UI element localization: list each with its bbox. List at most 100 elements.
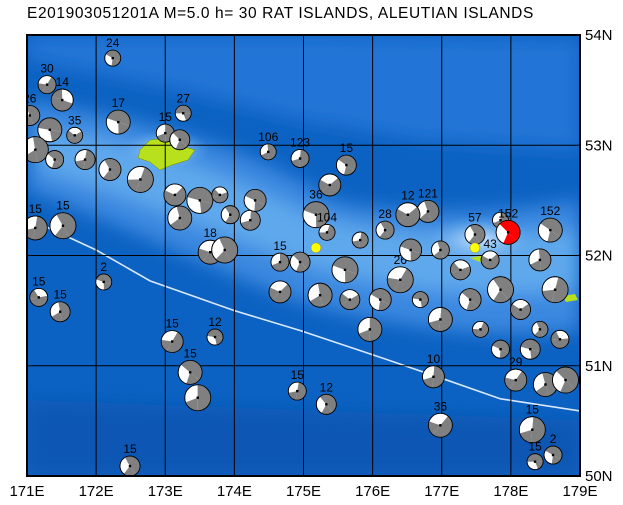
- beachball[interactable]: [125, 163, 157, 196]
- beachball-center: [499, 219, 502, 222]
- beachball[interactable]: 15: [287, 368, 307, 401]
- beachball[interactable]: [210, 185, 230, 205]
- beachball[interactable]: [184, 184, 216, 215]
- beachball-center: [499, 288, 502, 291]
- beachball[interactable]: 43: [478, 237, 503, 273]
- beachball[interactable]: [42, 147, 67, 172]
- beachball[interactable]: [429, 238, 451, 261]
- beachball[interactable]: 15: [270, 239, 290, 272]
- beachball[interactable]: [184, 384, 212, 412]
- beachball[interactable]: 2: [94, 260, 114, 292]
- main-event-beachball[interactable]: 152: [492, 206, 525, 248]
- beachball-center: [544, 383, 547, 386]
- beachball[interactable]: [448, 258, 473, 283]
- depth-label: 28: [378, 207, 392, 221]
- beachball[interactable]: [530, 319, 551, 340]
- beachball[interactable]: [307, 281, 334, 309]
- beachball[interactable]: 15: [174, 346, 207, 388]
- beachball[interactable]: 28: [373, 207, 397, 242]
- beachball[interactable]: 36: [424, 399, 457, 442]
- beachball[interactable]: 15: [28, 274, 49, 307]
- beachball-center: [399, 278, 402, 281]
- beachball[interactable]: [36, 116, 64, 143]
- beachball[interactable]: 15: [22, 202, 49, 242]
- beachball[interactable]: [74, 148, 96, 171]
- beachball[interactable]: 17: [103, 96, 133, 137]
- beachball-center: [196, 396, 199, 399]
- beachball[interactable]: 15: [117, 442, 144, 479]
- beachball-center: [468, 298, 472, 301]
- beachball[interactable]: 121: [415, 186, 442, 225]
- beachball[interactable]: [239, 209, 261, 231]
- beachball[interactable]: [483, 272, 518, 308]
- beachball[interactable]: [160, 180, 191, 211]
- beachball[interactable]: [548, 362, 584, 398]
- beachball-center: [298, 260, 302, 264]
- beachball[interactable]: [96, 154, 125, 184]
- beachball[interactable]: [208, 233, 242, 267]
- beachball[interactable]: 123: [290, 135, 310, 168]
- beachball-center: [564, 378, 567, 382]
- beachball[interactable]: 35: [64, 113, 86, 146]
- beachball[interactable]: [489, 337, 513, 360]
- beachball[interactable]: 152: [534, 204, 567, 246]
- beachball[interactable]: 24: [102, 36, 124, 68]
- beachball-center: [358, 238, 362, 242]
- beachball[interactable]: 12: [391, 189, 424, 232]
- beachball[interactable]: [351, 231, 369, 249]
- beachball[interactable]: [286, 248, 314, 276]
- beachball[interactable]: 15: [518, 403, 546, 444]
- beachball[interactable]: [329, 253, 362, 285]
- beachball[interactable]: [315, 170, 346, 200]
- beachball[interactable]: 106: [258, 130, 279, 161]
- beachball[interactable]: 15: [526, 440, 544, 471]
- beachball[interactable]: 30: [35, 62, 59, 97]
- beachball[interactable]: [411, 290, 429, 309]
- beachball[interactable]: [357, 316, 383, 342]
- map-title: E201903051201A M=5.0 h= 30 RAT ISLANDS, …: [27, 5, 534, 22]
- beachball[interactable]: 12: [313, 380, 341, 418]
- beachball[interactable]: 2: [541, 432, 565, 467]
- beachball[interactable]: [397, 236, 425, 263]
- depth-label: 121: [418, 186, 438, 200]
- beachball[interactable]: [218, 202, 243, 227]
- beachball[interactable]: [550, 329, 570, 349]
- beachball[interactable]: 15: [49, 288, 71, 323]
- beachball[interactable]: [166, 203, 195, 232]
- beachball[interactable]: 27: [174, 91, 192, 122]
- beachball[interactable]: 29: [501, 355, 531, 395]
- beachball[interactable]: [427, 307, 453, 333]
- beachball[interactable]: [21, 135, 50, 165]
- beachball[interactable]: [166, 126, 194, 154]
- beachball[interactable]: 26: [18, 91, 43, 128]
- beachball-center: [102, 280, 105, 284]
- beachball-center: [479, 328, 482, 331]
- beachball[interactable]: [470, 319, 491, 340]
- beachball[interactable]: [455, 284, 486, 314]
- beachball-center: [37, 296, 40, 299]
- beachball[interactable]: [265, 277, 296, 308]
- beachball[interactable]: [528, 248, 552, 272]
- depth-label: 57: [468, 211, 482, 225]
- beachball[interactable]: [241, 186, 270, 215]
- beachball[interactable]: [366, 285, 396, 314]
- beachball[interactable]: 12: [206, 315, 224, 346]
- beachball[interactable]: 15: [158, 316, 187, 356]
- beachball-center: [531, 428, 534, 431]
- beachball[interactable]: [518, 337, 542, 361]
- beachball-center: [419, 298, 422, 301]
- beachball[interactable]: 15: [46, 199, 81, 243]
- beachball[interactable]: 36: [300, 188, 333, 231]
- beachball[interactable]: [507, 296, 534, 323]
- beachball[interactable]: 15: [333, 141, 360, 178]
- beachball[interactable]: 14: [48, 75, 76, 114]
- beachball-center: [533, 460, 537, 463]
- beachball[interactable]: 10: [422, 352, 445, 389]
- beachball[interactable]: [540, 274, 571, 306]
- beachball[interactable]: 104: [317, 210, 337, 242]
- beachball-center: [128, 464, 132, 468]
- beachball-center: [529, 348, 532, 351]
- depth-label: 14: [56, 75, 70, 89]
- beachball[interactable]: [336, 287, 363, 314]
